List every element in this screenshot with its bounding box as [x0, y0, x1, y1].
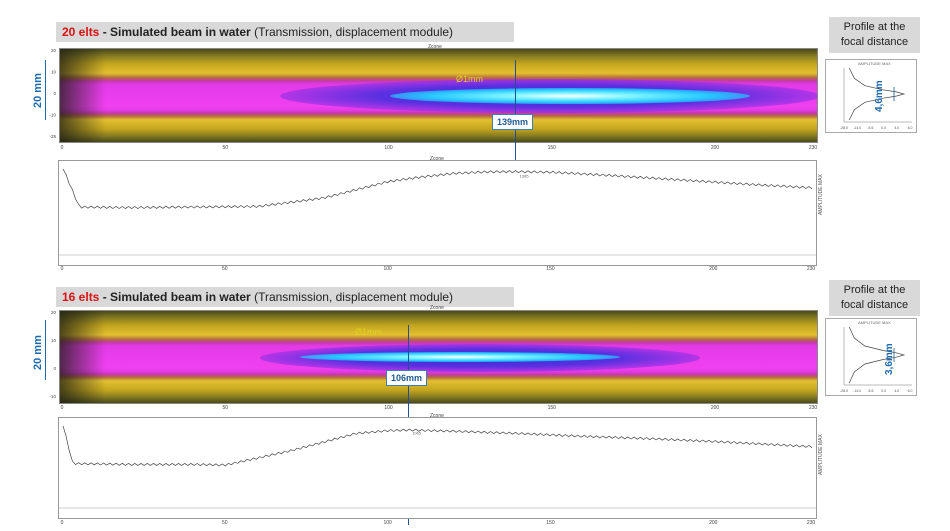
lateral-x-tick-label: 6.0	[908, 389, 913, 393]
bottom-title-bold: - Simulated beam in water	[99, 290, 251, 304]
beam-x-tick-label: 150	[548, 145, 557, 151]
axial-x-tick-label: 230	[807, 520, 816, 526]
bottom-profile-title-line1: Profile at the	[843, 284, 906, 296]
top-title-rest: (Transmission, displacement module)	[250, 25, 454, 39]
top-beam-map	[59, 48, 818, 143]
bottom-axial-zone: Zcone	[430, 413, 444, 419]
bottom-beam-map	[59, 310, 818, 404]
beam-x-tick-label: 0	[61, 405, 64, 411]
bottom-lateral-title: AMPLITUDE MAX	[858, 320, 891, 325]
lateral-x-tick-label: 4.0	[894, 389, 899, 393]
beam-y-tick-label: 0	[53, 91, 56, 96]
lateral-x-tick-label: -5.6	[867, 126, 873, 130]
beam-y-tick-label: 0	[53, 366, 56, 371]
top-axial-plot: 1385	[58, 160, 817, 266]
lateral-x-tick-label: -5.6	[867, 389, 873, 393]
beam-x-tick-label: 0	[61, 145, 64, 151]
lateral-x-tick-label: 0.0	[881, 126, 886, 130]
axial-x-tick-label: 100	[383, 266, 392, 272]
beam-x-tick-label: 100	[384, 405, 393, 411]
axial-x-tick-label: 200	[709, 520, 718, 526]
axial-peak-label: 1065	[412, 430, 422, 435]
beam-y-tick-label: -10	[49, 113, 56, 118]
axial-peak-label: 1385	[520, 174, 530, 179]
lateral-x-tick-label: 6.0	[908, 126, 913, 130]
lateral-x-tick-label: -14.0	[853, 126, 861, 130]
bottom-distance-marker: 106mm	[386, 370, 428, 386]
bottom-mm-label: 20 mm	[32, 335, 44, 370]
lateral-x-tick-label: -14.0	[853, 389, 861, 393]
axial-x-tick-label: 200	[709, 266, 718, 272]
bottom-profile-title: Profile at the focal distance	[829, 280, 920, 316]
top-zone-label: Zcone	[428, 44, 442, 50]
bottom-lateral-svg: -28.0 -14.0 -5.6 0.0 4.0 6.0	[840, 326, 913, 393]
top-profile-width: 4,6mm	[874, 80, 885, 112]
top-distance-marker: 139mm	[492, 114, 534, 130]
axial-x-tick-label: 0	[61, 520, 64, 526]
bottom-focal-label: Ø1mm	[355, 327, 382, 337]
bottom-mm-arrow	[45, 320, 46, 380]
beam-x-tick-label: 230	[809, 405, 818, 411]
beam-y-tick-label: 20	[51, 48, 57, 53]
top-lateral-title: AMPLITUDE MAX	[858, 61, 891, 66]
lateral-profile-line	[848, 326, 906, 384]
axial-x-tick-label: 150	[546, 266, 555, 272]
beam-y-tick-label: 10	[51, 70, 57, 75]
lateral-x-tick-label: 0.0	[881, 389, 886, 393]
axial-x-tick-label: 50	[222, 266, 228, 272]
bottom-title-rest: (Transmission, displacement module)	[250, 290, 454, 304]
top-mm-label: 20 mm	[32, 73, 44, 108]
top-lateral-svg: -28.0 -14.0 -5.6 0.0 4.0 6.0	[840, 67, 913, 130]
lateral-x-tick-label: 4.0	[894, 126, 899, 130]
top-focal-label: Ø1mm	[456, 74, 483, 84]
top-elts-label: 20 elts	[62, 25, 100, 39]
top-focus-inner	[390, 88, 750, 104]
beam-x-tick-label: 230	[809, 145, 818, 151]
bottom-focus-inner	[300, 352, 620, 362]
beam-y-tick-label: 10	[51, 338, 57, 343]
bottom-elts-label: 16 elts	[62, 290, 100, 304]
top-lateral-panel: AMPLITUDE MAX -28.0 -14.0 -5.6 0.0 4.0 6.0 4,…	[825, 59, 917, 133]
beam-y-tick-label: -10	[49, 394, 56, 399]
top-axial-svg: 1385	[59, 168, 816, 256]
top-profile-title: Profile at the focal distance	[829, 17, 920, 53]
beam-x-tick-label: 200	[711, 405, 720, 411]
beam-x-tick-label: 50	[222, 405, 228, 411]
axial-x-tick-label: 100	[383, 520, 392, 526]
bottom-axial-plot: 1065	[58, 417, 817, 519]
bottom-profile-title-line2: focal distance	[840, 299, 909, 311]
beam-y-tick-label: 20	[51, 310, 57, 315]
axial-x-tick-label: 150	[546, 520, 555, 526]
top-axial-right-label: AMPLITUDE MAX	[818, 174, 824, 215]
top-mm-arrow	[45, 60, 46, 120]
top-axial-zone: Zcone	[430, 156, 444, 162]
lateral-x-tick-label: -28.0	[840, 126, 848, 130]
bottom-lateral-panel: AMPLITUDE MAX -28.0 -14.0 -5.6 0.0 4.0 6.0 3,…	[825, 318, 917, 396]
lateral-profile-line	[848, 67, 906, 121]
beam-x-tick-label: 200	[711, 145, 720, 151]
lateral-x-tick-label: -28.0	[840, 389, 848, 393]
axial-series-line	[62, 168, 813, 210]
beam-x-tick-label: 100	[384, 145, 393, 151]
bottom-profile-width: 3,6mm	[884, 343, 895, 375]
beam-x-tick-label: 150	[548, 405, 557, 411]
beam-y-tick-label: -25	[49, 134, 56, 139]
axial-series-line	[62, 425, 813, 467]
bottom-axial-svg: 1065	[59, 425, 816, 509]
top-profile-title-line1: Profile at the	[843, 21, 906, 33]
axial-x-tick-label: 0	[61, 266, 64, 272]
top-profile-title-line2: focal distance	[840, 36, 909, 48]
axial-x-tick-label: 230	[807, 266, 816, 272]
beam-x-tick-label: 50	[222, 145, 228, 151]
bottom-zone-label: Zcone	[430, 305, 444, 311]
bottom-title-banner: 16 elts - Simulated beam in water (Trans…	[56, 287, 514, 307]
top-title-banner: 20 elts - Simulated beam in water (Trans…	[56, 22, 514, 42]
bottom-axial-right-label: AMPLITUDE MAX	[818, 434, 824, 475]
axial-x-tick-label: 50	[222, 520, 228, 526]
top-title-bold: - Simulated beam in water	[99, 25, 251, 39]
